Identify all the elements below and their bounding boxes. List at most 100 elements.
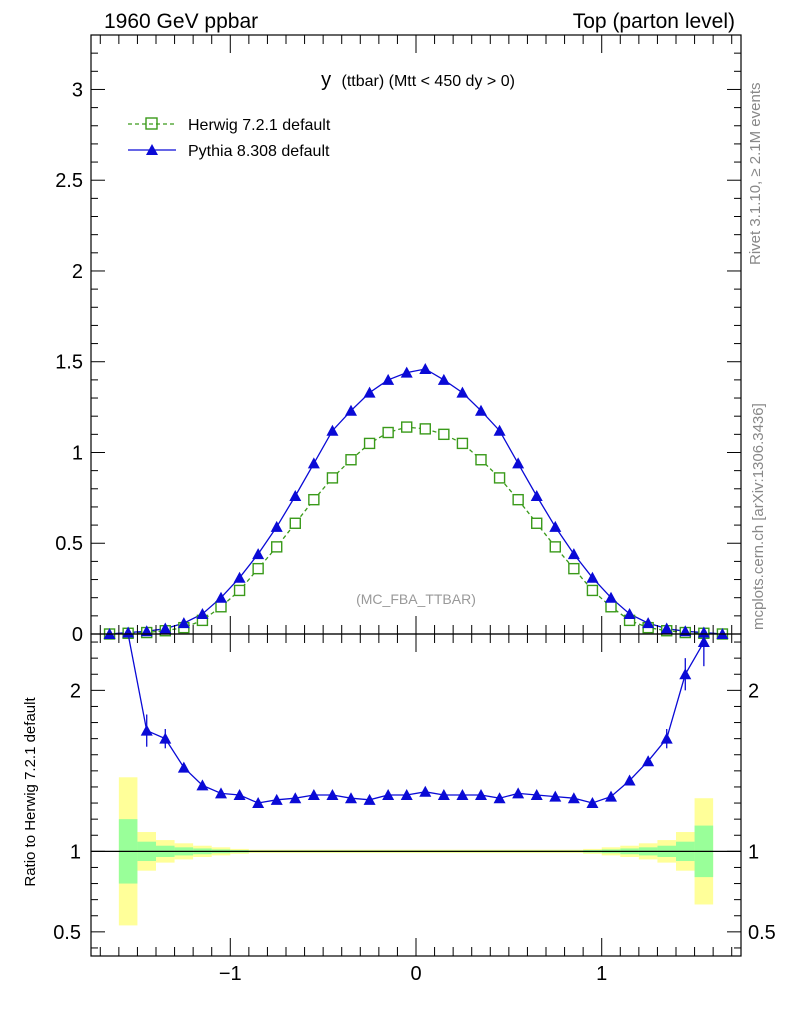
ratio-point (233, 789, 246, 800)
ratio-bands (91, 777, 741, 926)
herwig-point (438, 428, 450, 441)
main-y-tick-label: 3 (72, 79, 83, 101)
ratio-point (530, 789, 543, 800)
plot-title-rest: (ttbar) (Mtt < 450 dy > 0) (342, 73, 515, 90)
ratio-point (382, 789, 395, 800)
ratio-point (289, 792, 302, 804)
herwig-point (568, 562, 580, 575)
ratio-point (270, 793, 283, 805)
plot-title-main: y (321, 69, 331, 91)
main-y-tick-label: 1 (72, 442, 83, 464)
ratio-point (549, 790, 562, 802)
ratio-frame (90, 633, 742, 957)
rivet-label: Rivet 3.1.10, ≥ 2.1M events (747, 83, 764, 266)
herwig-point (308, 493, 320, 506)
ratio-axes: 0.5 0.5 1 1 2 2 (53, 633, 776, 957)
pythia-point (697, 626, 710, 638)
ratio-point (679, 668, 692, 680)
pythia-point (252, 548, 265, 560)
ratio-y-tick-label: 1 (70, 841, 81, 863)
herwig-point (233, 584, 246, 597)
main-y-tick-label: 2 (72, 261, 83, 283)
ratio-point (493, 792, 506, 804)
header-right: Top (parton level) (573, 10, 735, 33)
ratio-y-tick-label: 2 (70, 680, 81, 702)
herwig-point (419, 423, 431, 435)
pythia-point (660, 622, 673, 634)
pythia-point (177, 617, 190, 629)
pythia-point (456, 386, 469, 398)
ratio-point (177, 761, 190, 773)
herwig-point (512, 493, 524, 506)
main-y-tick-label: 1.5 (55, 352, 83, 374)
ratio-y-tick-label-right: 1 (748, 841, 759, 863)
herwig-point (326, 472, 339, 484)
ratio-point (159, 732, 172, 744)
main-axes: 0 0.5 1 1.5 2 2.5 3 (55, 34, 742, 646)
main-panel: 0 0.5 1 1.5 2 2.5 3 y (ttbar) (Mtt < 450 dy > … (55, 34, 742, 646)
legend-herwig-label: Herwig 7.2.1 default (188, 117, 331, 134)
herwig-point (382, 426, 394, 439)
pythia-point (196, 608, 209, 620)
legend: Herwig 7.2.1 default Pythia 8.308 defaul… (128, 117, 331, 160)
pythia-point (623, 608, 636, 620)
ratio-point (697, 636, 710, 648)
ratio-panel: 0.5 0.5 1 1 2 2 Ratio to Herwig 7.2.1 default (22, 633, 776, 957)
pythia-point (345, 404, 357, 416)
pythia-point (307, 457, 320, 469)
herwig-point (493, 472, 506, 484)
pythia-point (289, 490, 302, 502)
pythia-point (549, 520, 562, 532)
pythia-point (270, 520, 283, 532)
main-data-layer (103, 362, 729, 640)
pythia-point (567, 548, 580, 560)
pythia-point (437, 373, 450, 385)
ratio-point (419, 785, 432, 797)
ratio-point (660, 732, 673, 744)
herwig-point (215, 601, 227, 613)
herwig-point (475, 454, 487, 466)
pythia-point (512, 457, 525, 469)
pythia-point (233, 571, 246, 583)
ratio-point (307, 789, 320, 800)
ratio-point (605, 790, 617, 802)
herwig-point (271, 541, 283, 553)
pythia-point (642, 617, 655, 629)
pythia-point (363, 386, 376, 398)
ratio-ylabel: Ratio to Herwig 7.2.1 default (22, 697, 39, 887)
herwig-point (456, 437, 469, 450)
ratio-line (127, 633, 705, 804)
herwig-point (401, 421, 413, 433)
ratio-point (456, 789, 469, 800)
pythia-point (475, 404, 487, 416)
ratio-y-tick-label-right: 0.5 (748, 922, 776, 944)
pythia-line (109, 368, 723, 635)
ratio-point (642, 755, 655, 767)
ratio-point (363, 793, 376, 805)
pythia-point (605, 591, 617, 603)
herwig-point (289, 517, 301, 529)
legend-herwig-marker (145, 117, 158, 130)
ratio-point (196, 779, 209, 791)
ratio-point (586, 797, 599, 809)
ratio-y-tick-label-right: 2 (748, 680, 759, 702)
x-tick-label: −1 (219, 963, 242, 985)
ratio-point (345, 792, 357, 804)
ratio-point (512, 787, 525, 799)
ratio-point (437, 789, 450, 800)
ratio-point (475, 789, 487, 800)
x-tick-labels: −1 0 1 (219, 963, 607, 985)
pythia-point (493, 424, 506, 436)
herwig-line (109, 426, 723, 635)
main-y-tick-label: 0 (72, 624, 83, 646)
legend-pythia-label: Pythia 8.308 default (188, 143, 330, 160)
header-left: 1960 GeV ppbar (104, 10, 258, 33)
pythia-point (326, 424, 339, 436)
herwig-point (586, 584, 599, 597)
herwig-point (363, 437, 376, 450)
ratio-point (326, 789, 339, 800)
pythia-point (400, 366, 413, 378)
pythia-point (586, 571, 599, 583)
ratio-point (567, 792, 580, 804)
